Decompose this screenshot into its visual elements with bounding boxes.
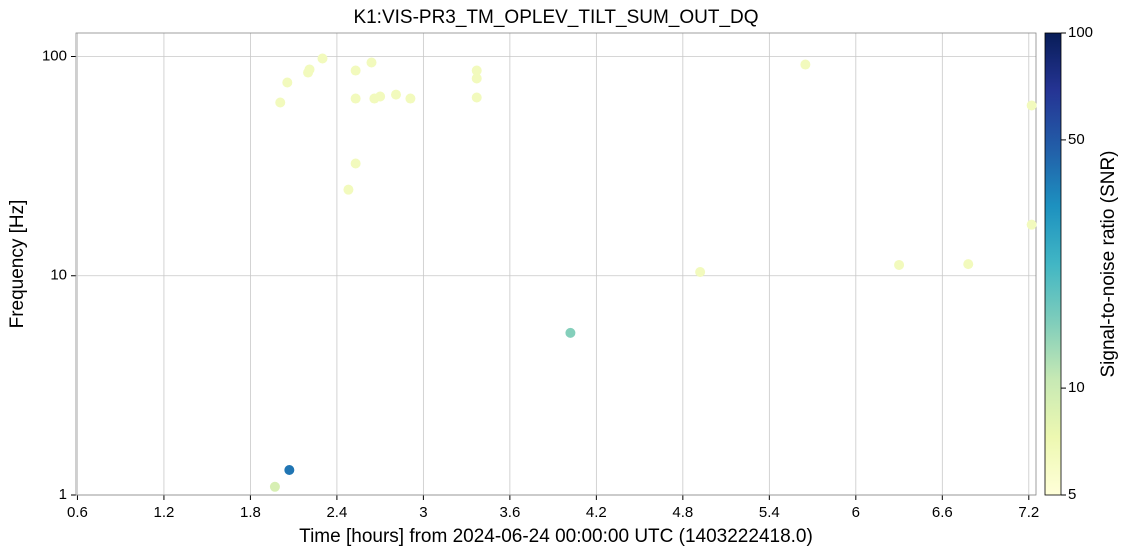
- trigger-point: [391, 89, 401, 100]
- trigger-point: [695, 267, 706, 278]
- trigger-point: [894, 259, 905, 270]
- x-tick-label: 4.8: [672, 504, 693, 521]
- x-tick-label: 2.4: [326, 504, 347, 521]
- trigger-point: [366, 57, 377, 68]
- colorbar: [1044, 32, 1062, 496]
- x-tick-label: 0.6: [67, 504, 88, 521]
- colorbar-tick-label: 10: [1068, 379, 1085, 396]
- plot-frame: [75, 32, 1037, 496]
- trigger-point: [343, 184, 354, 195]
- trigger-point: [471, 92, 482, 103]
- trigger-point: [375, 91, 386, 102]
- x-tick-label: 3: [419, 504, 427, 521]
- trigger-point: [800, 59, 811, 70]
- trigger-point: [304, 64, 315, 75]
- x-tick-label: 1.2: [153, 504, 174, 521]
- colorbar-tick-label: 5: [1068, 486, 1076, 503]
- trigger-point: [275, 97, 286, 108]
- trigger-point: [317, 53, 328, 64]
- x-tick-label: 1.8: [240, 504, 261, 521]
- x-axis-label: Time [hours] from 2024-06-24 00:00:00 UT…: [299, 526, 813, 547]
- x-tick-label: 4.2: [586, 504, 607, 521]
- trigger-point: [282, 77, 293, 88]
- trigger-point: [269, 481, 280, 492]
- y-tick-label: 10: [50, 267, 67, 284]
- colorbar-label: Signal-to-noise ratio (SNR): [1098, 150, 1119, 377]
- trigger-point: [471, 73, 482, 84]
- x-tick-label: 6.6: [932, 504, 953, 521]
- y-axis-label: Frequency [Hz]: [7, 200, 28, 329]
- colorbar-tick-label: 50: [1068, 131, 1085, 148]
- trigger-point: [471, 65, 482, 76]
- trigger-point: [1026, 219, 1037, 230]
- colorbar-tick-label: 100: [1068, 24, 1093, 41]
- chart-title: K1:VIS-PR3_TM_OPLEV_TILT_SUM_OUT_DQ: [353, 7, 758, 28]
- trigger-point: [350, 93, 361, 104]
- trigger-point: [963, 259, 974, 270]
- trigger-point: [565, 327, 576, 338]
- y-tick-label: 100: [42, 47, 67, 64]
- y-tick-label: 1: [59, 486, 67, 503]
- x-tick-label: 6: [852, 504, 860, 521]
- trigger-point: [1026, 100, 1037, 111]
- x-tick-label: 7.2: [1018, 504, 1039, 521]
- x-tick-label: 5.4: [759, 504, 780, 521]
- trigger-point: [350, 65, 361, 76]
- trigger-point: [350, 158, 361, 169]
- trigger-point: [284, 465, 295, 476]
- x-tick-label: 3.6: [499, 504, 520, 521]
- trigger-point: [405, 93, 416, 104]
